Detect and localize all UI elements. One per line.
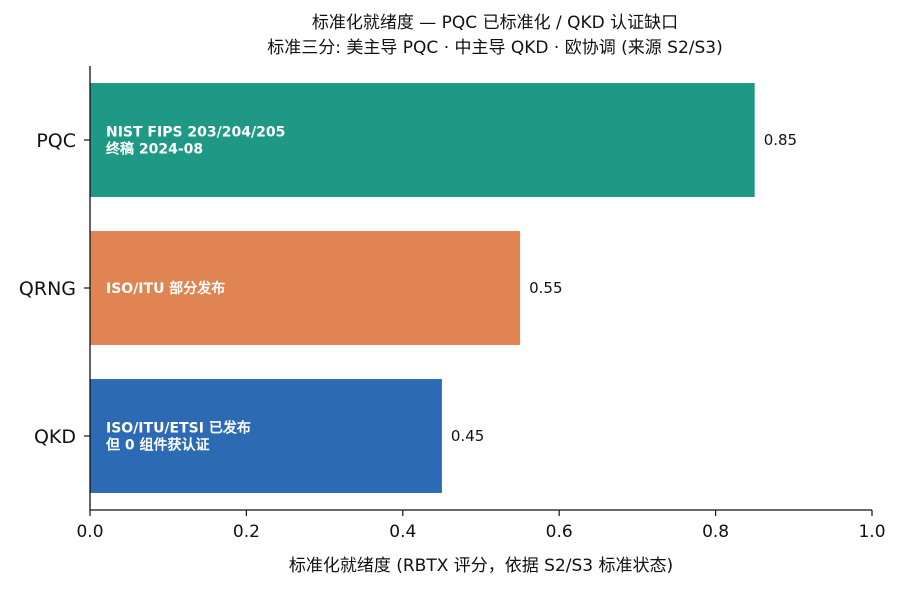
bar-note-qkd: 但 0 组件获认证 [105,437,210,454]
x-axis-title: 标准化就绪度 (RBTX 评分，依据 S2/S3 标准状态) [289,556,673,576]
bar-qkd [90,379,442,493]
x-tick-label: 0.6 [546,522,573,542]
x-tick-label: 1.0 [858,522,885,542]
value-label-pqc: 0.85 [764,131,797,149]
bar-note-qrng: ISO/ITU 部分发布 [106,280,225,297]
category-label-pqc: PQC [36,130,76,152]
chart-subtitle: 标准三分: 美主导 PQC · 中主导 QKD · 欧协调 (来源 S2/S3) [267,38,723,58]
bar-note-qkd: ISO/ITU/ETSI 已发布 [106,420,251,437]
bar-pqc [90,83,755,197]
category-label-qrng: QRNG [19,278,76,300]
category-label-qkd: QKD [34,426,76,448]
bar-note-pqc: 终稿 2024-08 [106,141,203,158]
x-tick-label: 0.8 [702,522,729,542]
value-label-qrng: 0.55 [529,279,562,297]
x-tick-label: 0.2 [233,522,260,542]
value-label-qkd: 0.45 [451,427,484,445]
bar-qrng [90,231,521,345]
chart-title: 标准化就绪度 — PQC 已标准化 / QKD 认证缺口 [312,13,678,33]
x-tick-label: 0.0 [76,522,103,542]
x-tick-label: 0.4 [389,522,416,542]
bar-note-pqc: NIST FIPS 203/204/205 [106,125,285,141]
